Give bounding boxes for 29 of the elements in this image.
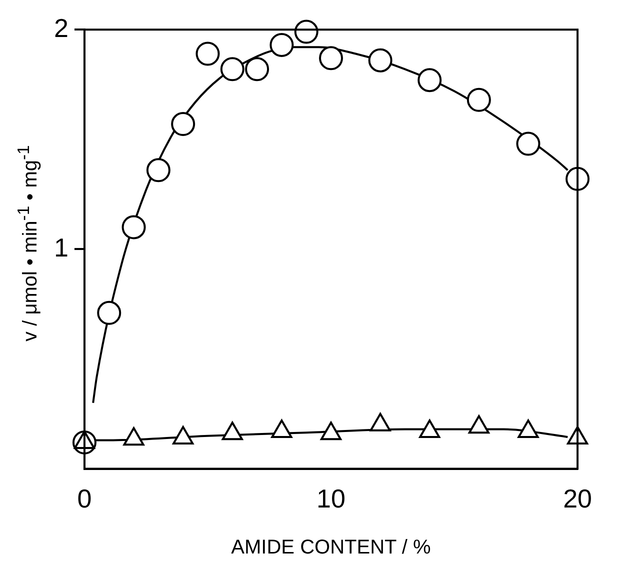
point	[468, 415, 490, 434]
point	[271, 419, 292, 438]
x-tick-label: 10	[316, 484, 346, 514]
point	[419, 419, 440, 438]
point	[566, 166, 590, 191]
point	[245, 57, 270, 82]
point	[146, 158, 170, 182]
point	[418, 68, 442, 92]
x-axis-title: AMIDE CONTENT / %	[231, 536, 432, 559]
point	[466, 88, 491, 112]
point	[320, 422, 342, 440]
point	[294, 20, 318, 44]
point	[368, 48, 392, 72]
point	[122, 215, 146, 240]
point	[518, 419, 539, 438]
point	[123, 427, 144, 446]
x-tick-label: 0	[77, 484, 92, 514]
point	[196, 42, 220, 66]
point	[270, 32, 294, 57]
point	[516, 132, 540, 156]
x-tick-label: 20	[563, 484, 592, 514]
point	[220, 57, 244, 82]
y-tick-label: 1	[54, 232, 68, 262]
point	[222, 422, 243, 440]
y-tick-label: 2	[54, 12, 68, 43]
point	[171, 112, 196, 136]
point	[172, 426, 194, 445]
point	[319, 46, 343, 70]
point	[370, 412, 391, 432]
